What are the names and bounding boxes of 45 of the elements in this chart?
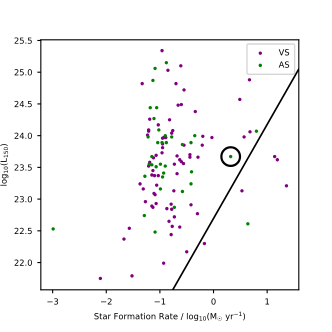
legend-label: VS (278, 49, 290, 56)
point (160, 175, 164, 179)
point (143, 174, 147, 178)
point (154, 106, 158, 110)
x-tick-label: −1 (154, 298, 166, 304)
point (189, 140, 193, 144)
y-tick-label: 25.0 (14, 69, 32, 76)
point (162, 171, 166, 175)
x-tick-label: −2 (101, 298, 112, 304)
point (254, 130, 258, 133)
legend-label: AS (278, 61, 290, 68)
y-axis-title: log$_{10}$(L$_{150}$) (0, 144, 8, 186)
x-tick-label: −3 (47, 298, 58, 305)
point (170, 135, 174, 139)
y-tick-label: 22.5 (14, 228, 32, 234)
point (246, 222, 250, 226)
point (151, 78, 155, 82)
point (142, 214, 146, 218)
point (228, 154, 232, 158)
point (157, 128, 161, 132)
y-tick-label: 23.0 (14, 196, 32, 202)
y-tick-label: 23.5 (14, 164, 32, 171)
point (51, 227, 55, 231)
point (164, 60, 168, 64)
point (153, 230, 157, 234)
point (190, 170, 194, 174)
point (150, 163, 154, 167)
y-tick-label: 24.0 (14, 132, 32, 139)
x-tick-label: 0 (211, 298, 216, 305)
point (156, 140, 160, 144)
point (148, 106, 152, 110)
y-tick-label: 24.5 (14, 100, 32, 108)
y-tick-label: 22.0 (14, 260, 32, 266)
x-tick-label: 1 (265, 298, 270, 304)
point (172, 206, 176, 210)
point (154, 165, 158, 168)
point (189, 182, 193, 186)
point (164, 140, 168, 144)
point (193, 134, 196, 138)
point (164, 164, 167, 168)
point (153, 66, 157, 70)
y-tick-label: 25.5 (14, 37, 32, 44)
point (158, 162, 162, 166)
point (158, 187, 162, 191)
x-axis-title: Star Formation Rate / log$_{10}$(M$_{☉}$ yr$^{−1}$) (94, 312, 246, 321)
